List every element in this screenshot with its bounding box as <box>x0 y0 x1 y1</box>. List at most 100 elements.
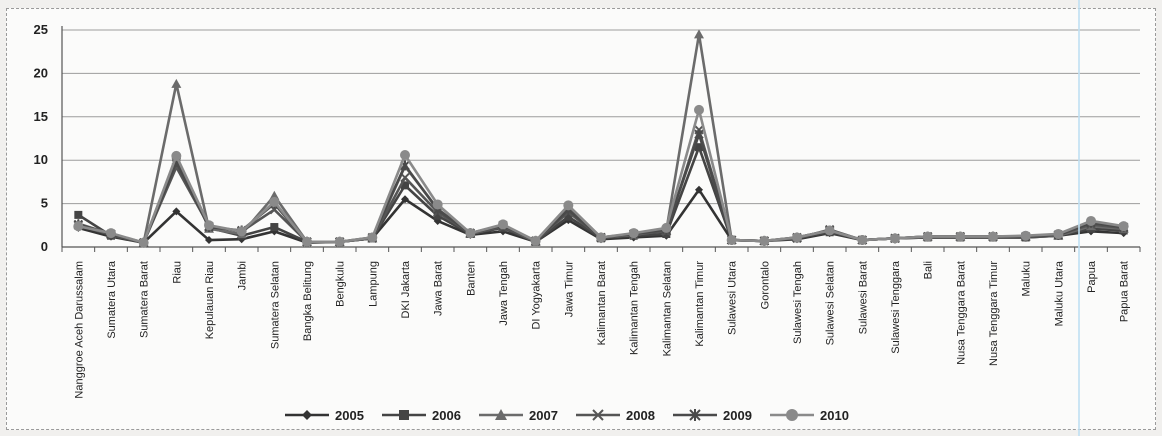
x-tick-label: Kalimantan Timur <box>694 261 706 347</box>
marker-circle <box>204 220 214 231</box>
plot-area <box>73 29 1129 248</box>
y-tick-label: 0 <box>41 239 48 254</box>
scan-artifact-line <box>1078 0 1080 436</box>
marker-circle <box>302 236 312 247</box>
y-tick-label: 25 <box>34 22 48 37</box>
legend-item-2010: 2010 <box>770 408 849 423</box>
x-tick-label: Papua Barat <box>1119 261 1131 322</box>
marker-triangle <box>171 78 182 88</box>
x-tick-label: Sumatera Selatan <box>269 261 281 349</box>
x-tick-label: Lampung <box>367 261 379 307</box>
marker-circle <box>563 200 574 211</box>
marker-triangle <box>694 29 704 39</box>
x-tick-label: Bangka Belitung <box>302 261 314 341</box>
marker-square <box>695 143 703 152</box>
legend-item-2009: 2009 <box>673 408 752 423</box>
marker-square <box>401 181 409 190</box>
x-tick-label: Kalimantan Tengah <box>629 261 641 355</box>
x-tick-label: Kepulauan Riau <box>204 261 216 339</box>
x-tick-label: Sulawesi Selatan <box>825 261 837 345</box>
marker-circle <box>759 235 770 246</box>
x-tick-label: Sulawesi Tengah <box>792 261 804 344</box>
x-tick-label: DI Yogyakarta <box>531 260 543 329</box>
x-tick-label: Papua <box>1086 260 1098 293</box>
legend: 2005 2006 2007 2008 2009 2010 <box>285 408 849 423</box>
series-line <box>77 33 1124 244</box>
marker-circle <box>955 231 966 242</box>
marker-circle <box>890 233 900 244</box>
marker-circle <box>73 221 84 232</box>
marker-circle <box>138 237 149 248</box>
marker-x <box>400 172 410 183</box>
series-line <box>77 132 1124 244</box>
x-tick-label: Riau <box>171 261 183 284</box>
x-tick-label: Sulawesi Barat <box>857 261 869 334</box>
marker-circle <box>236 226 247 237</box>
x-tick-label: Kalimantan Barat <box>596 261 608 345</box>
x-tick-label: Maluku Utara <box>1053 260 1065 326</box>
marker-diamond <box>401 195 409 204</box>
x-tick-label: Sulawesi Tenggara <box>890 260 902 354</box>
y-tick-label: 5 <box>41 196 48 211</box>
legend-label: 2007 <box>529 408 558 423</box>
marker-circle <box>269 196 280 207</box>
marker-circle <box>857 235 868 246</box>
marker-square <box>564 212 573 221</box>
y-tick-label: 20 <box>34 65 48 80</box>
marker-circle <box>1086 215 1096 226</box>
x-tick-label: Jambi <box>237 261 249 290</box>
x-tick-label: Nusa Tenggara Timur <box>988 261 1000 366</box>
series-line <box>77 128 1124 244</box>
series-2007 <box>73 29 1129 247</box>
y-tick-label: 10 <box>34 152 48 167</box>
marker-circle <box>400 149 410 160</box>
marker-circle <box>432 199 443 210</box>
marker-circle <box>367 232 378 243</box>
marker-circle <box>334 236 345 247</box>
x-tick-label: Jawa Barat <box>433 261 445 316</box>
series-line <box>78 108 1124 244</box>
marker-circle <box>530 235 541 246</box>
marker-circle <box>1118 221 1129 232</box>
x-tick-label: Banten <box>465 261 477 296</box>
x-tick-label: Nusa Tenggara Barat <box>955 261 967 365</box>
x-tick-label: Jawa Timur <box>563 261 575 318</box>
marker-circle <box>628 228 639 239</box>
marker-circle <box>1020 230 1031 241</box>
x-tick-label: Bengkulu <box>335 261 347 307</box>
marker-x <box>592 409 604 421</box>
marker-star <box>694 129 704 140</box>
marker-circle <box>922 231 933 242</box>
x-tick-label: Nanggroe Aceh Darussalam <box>73 261 85 399</box>
marker-square <box>270 223 279 232</box>
gridlines <box>62 29 1140 205</box>
marker-circle <box>726 235 737 246</box>
marker-diamond <box>695 185 703 194</box>
x-tick-label: Kalimantan Selatan <box>661 261 673 356</box>
series-2010 <box>73 104 1129 248</box>
legend-label: 2006 <box>432 408 461 423</box>
marker-circle <box>106 228 116 239</box>
marker-diamond <box>302 410 312 420</box>
legend-label: 2010 <box>820 408 849 423</box>
marker-circle <box>596 232 606 243</box>
x-tick-label: Maluku <box>1021 261 1033 296</box>
marker-circle <box>988 231 998 242</box>
marker-circle <box>498 219 508 230</box>
y-axis: 0 5 10 15 20 25 <box>34 22 63 254</box>
marker-circle <box>465 228 476 239</box>
x-tick-label: Sulawesi Utara <box>727 260 739 335</box>
x-tick-label: Sumatera Utara <box>106 260 118 339</box>
legend-item-2006: 2006 <box>382 408 461 423</box>
legend-item-2008: 2008 <box>576 408 655 423</box>
marker-circle <box>786 409 798 421</box>
marker-square <box>433 211 442 220</box>
x-tick-label: DKI Jakarta <box>400 260 412 318</box>
legend-label: 2009 <box>723 408 752 423</box>
marker-circle <box>824 225 835 236</box>
marker-circle <box>661 222 672 233</box>
marker-square <box>74 210 83 219</box>
x-tick-label: Sumatera Barat <box>139 261 151 338</box>
legend-item-2005: 2005 <box>285 408 364 423</box>
